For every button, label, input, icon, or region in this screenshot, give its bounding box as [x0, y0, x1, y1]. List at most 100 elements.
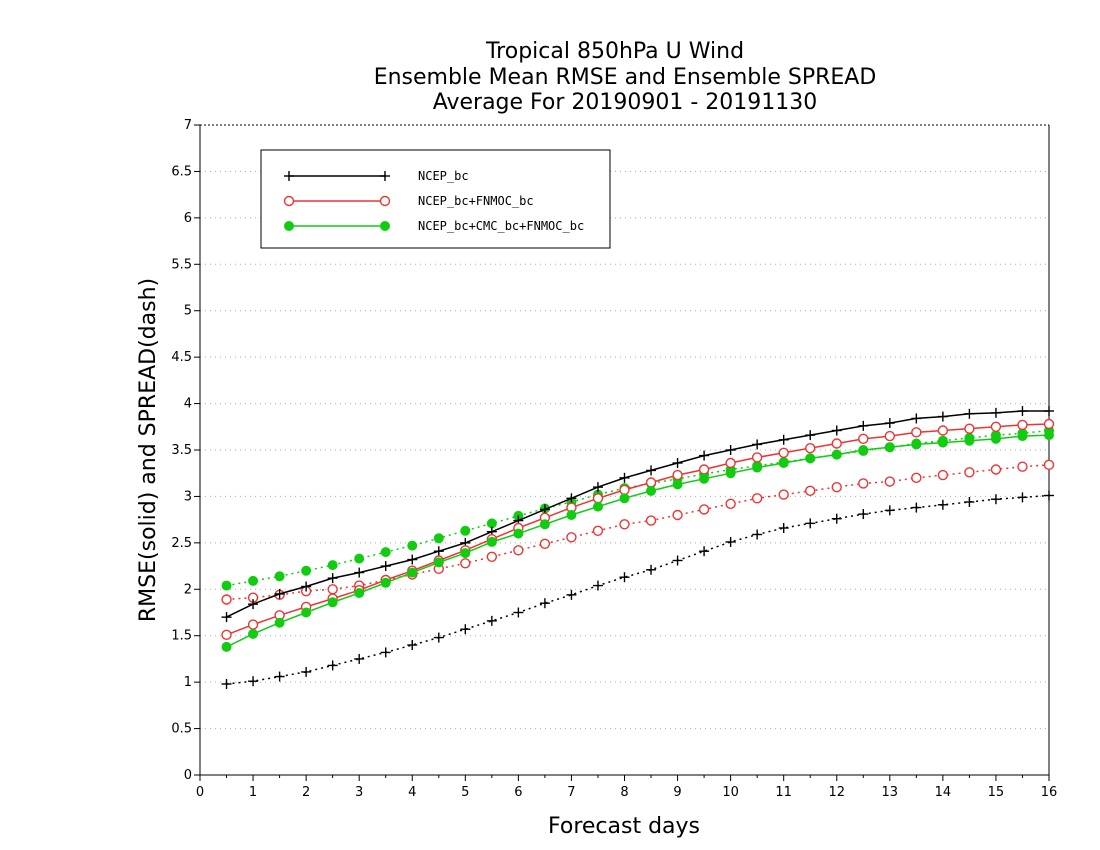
y-tick-label: 4.5	[171, 350, 192, 365]
rmse-point	[990, 421, 1002, 432]
rmse-point	[645, 477, 657, 488]
y-tick-label: 7	[184, 118, 192, 133]
spread-point	[778, 523, 789, 533]
rmse-point	[672, 469, 683, 481]
x-tick-label: 10	[722, 785, 739, 800]
rmse-point	[937, 425, 949, 436]
spread-point	[460, 525, 471, 536]
rmse-point	[274, 588, 285, 599]
rmse-point	[433, 546, 444, 557]
rmse-point	[858, 445, 869, 455]
y-tick-label: 5	[184, 304, 192, 319]
rmse-point	[911, 413, 922, 424]
rmse-point	[248, 599, 259, 610]
spread-point	[539, 598, 550, 609]
x-tick-label: 9	[673, 785, 681, 800]
spread-point	[725, 498, 736, 510]
spread-point	[592, 580, 603, 591]
spread-point	[1017, 492, 1028, 503]
spread-point	[831, 481, 842, 493]
spread-point	[672, 555, 683, 566]
spread-point	[407, 640, 418, 650]
legend-label: NCEP_bc	[418, 169, 469, 183]
rmse-point	[858, 433, 869, 445]
chart-title: Tropical 850hPa U Wind Ensemble Mean RMS…	[374, 39, 877, 115]
x-tick-label: 15	[988, 785, 1005, 800]
rmse-point	[460, 548, 471, 559]
spread-point	[964, 467, 975, 478]
x-tick-label: 14	[935, 785, 952, 800]
rmse-point	[592, 493, 604, 504]
x-axis-ticks: 0 1 2 3 4 5 6 7 8 9 10 11 12 13 14 15 16	[196, 775, 1057, 800]
rmse-point	[964, 408, 975, 419]
rmse-point	[301, 581, 312, 592]
rmse-point	[805, 430, 816, 441]
spread-point	[858, 509, 869, 520]
y-tick-label: 3	[184, 489, 192, 504]
legend-box	[260, 149, 611, 249]
spread-point	[327, 560, 338, 571]
x-tick-label: 3	[355, 785, 363, 800]
spread-point	[274, 571, 285, 582]
x-tick-label: 2	[302, 785, 310, 800]
spread-point	[486, 518, 497, 529]
legend-marker	[284, 171, 294, 181]
rmse-point	[725, 468, 736, 479]
x-tick-label: 16	[1041, 785, 1058, 800]
rmse-point	[884, 418, 895, 429]
rmse-point	[752, 439, 763, 450]
spread-point	[248, 575, 259, 586]
spread-point	[221, 594, 232, 605]
spread-point	[672, 509, 683, 521]
spread-point	[301, 565, 312, 576]
spread-line-1	[226, 464, 1050, 601]
rmse-point	[327, 573, 338, 584]
rmse-point	[699, 473, 710, 484]
rmse-line-0	[226, 410, 1049, 618]
rmse-point	[1017, 406, 1028, 416]
spread-point	[433, 533, 444, 544]
rmse-point	[566, 493, 577, 504]
rmse-point	[964, 423, 975, 434]
spread-point	[407, 540, 418, 551]
y-tick-label: 5.5	[171, 257, 192, 272]
rmse-point	[725, 445, 736, 455]
grid	[200, 170, 1049, 730]
y-axis-ticks: 0 0.5 1 1.5 2 2.5 3 3.5 4 4.5 5 5.5 6 6.5 7	[171, 118, 200, 783]
rmse-point	[619, 484, 630, 496]
rmse-point	[937, 411, 948, 422]
rmse-point	[274, 617, 285, 628]
spread-point	[1044, 490, 1054, 501]
rmse-point	[831, 425, 842, 436]
spread-point	[911, 472, 922, 484]
spread-point	[248, 676, 259, 687]
rmse-point	[831, 449, 842, 460]
x-tick-label: 11	[775, 785, 792, 800]
spread-point	[513, 545, 524, 556]
rmse-point	[380, 561, 391, 572]
rmse-point	[407, 567, 418, 578]
rmse-point	[831, 438, 842, 449]
series	[221, 406, 1055, 689]
rmse-point	[911, 427, 922, 438]
rmse-point	[592, 482, 603, 493]
spread-point	[911, 502, 922, 513]
title-line-2: Ensemble Mean RMSE and Ensemble SPREAD	[374, 65, 877, 90]
rmse-line-2	[226, 434, 1050, 648]
rmse-point	[672, 479, 683, 490]
spread-point	[805, 485, 816, 497]
x-tick-label: 12	[828, 785, 845, 800]
x-tick-label: 0	[196, 785, 204, 800]
rmse-point	[990, 433, 1001, 444]
legend-label: NCEP_bc+CMC_bc+FNMOC_bc	[418, 219, 584, 233]
rmse-point	[1044, 430, 1054, 441]
y-tick-label: 0.5	[171, 722, 192, 737]
spread-point	[301, 666, 312, 677]
rmse-point	[778, 458, 789, 468]
rmse-point	[884, 430, 896, 442]
rmse-point	[805, 442, 816, 454]
rmse-point	[646, 485, 657, 496]
y-tick-label: 2.5	[171, 536, 192, 551]
x-tick-label: 4	[408, 785, 416, 800]
rmse-point	[805, 453, 816, 464]
